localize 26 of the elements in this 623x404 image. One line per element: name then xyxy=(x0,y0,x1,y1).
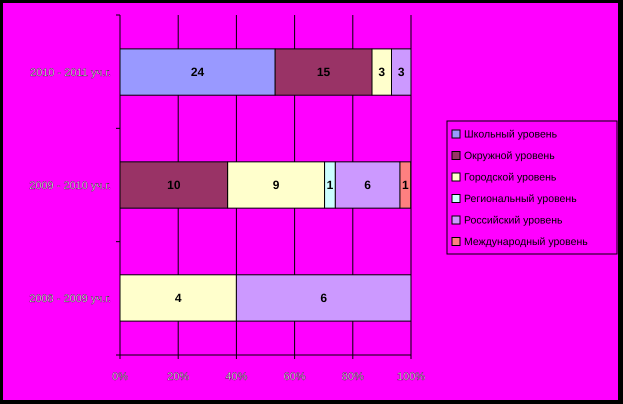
legend-label: Российский уровень xyxy=(464,214,564,227)
annotation: 4 xyxy=(174,291,182,306)
x-tick-label: 20% xyxy=(167,371,190,383)
annotation: 15 xyxy=(316,65,331,80)
x-tick-label: 40% xyxy=(225,371,248,383)
annotation: 6 xyxy=(364,178,372,192)
x-tick-label: 60% xyxy=(284,371,306,383)
annotation: 1 xyxy=(326,178,334,192)
legend-label: Региональный уровень xyxy=(464,193,578,206)
x-tick-label: 100% xyxy=(396,371,426,383)
legend-label: Школьный уровень xyxy=(464,128,558,141)
annotation: 24 xyxy=(190,65,205,80)
annotation: 9 xyxy=(272,178,280,192)
x-tick-label: 0% xyxy=(112,371,128,383)
legend-label: Международный уровень xyxy=(464,236,588,248)
annotation: 3 xyxy=(378,65,386,80)
y-tick-label: 2008 - 2009 уч.г. xyxy=(29,292,111,305)
annotation: 10 xyxy=(167,178,181,192)
annotation: 1 xyxy=(402,178,409,192)
x-tick-label: 80% xyxy=(342,371,364,383)
annotation: 6 xyxy=(320,291,328,306)
annotation: 3 xyxy=(398,65,405,80)
legend-label: Окружной уровень xyxy=(464,150,556,162)
legend-label: Городской уровень xyxy=(464,172,557,184)
y-tick-label: 2010 - 2011 уч.г. xyxy=(30,66,111,79)
y-tick-label: 2009 - 2010 уч.г. xyxy=(29,180,111,192)
